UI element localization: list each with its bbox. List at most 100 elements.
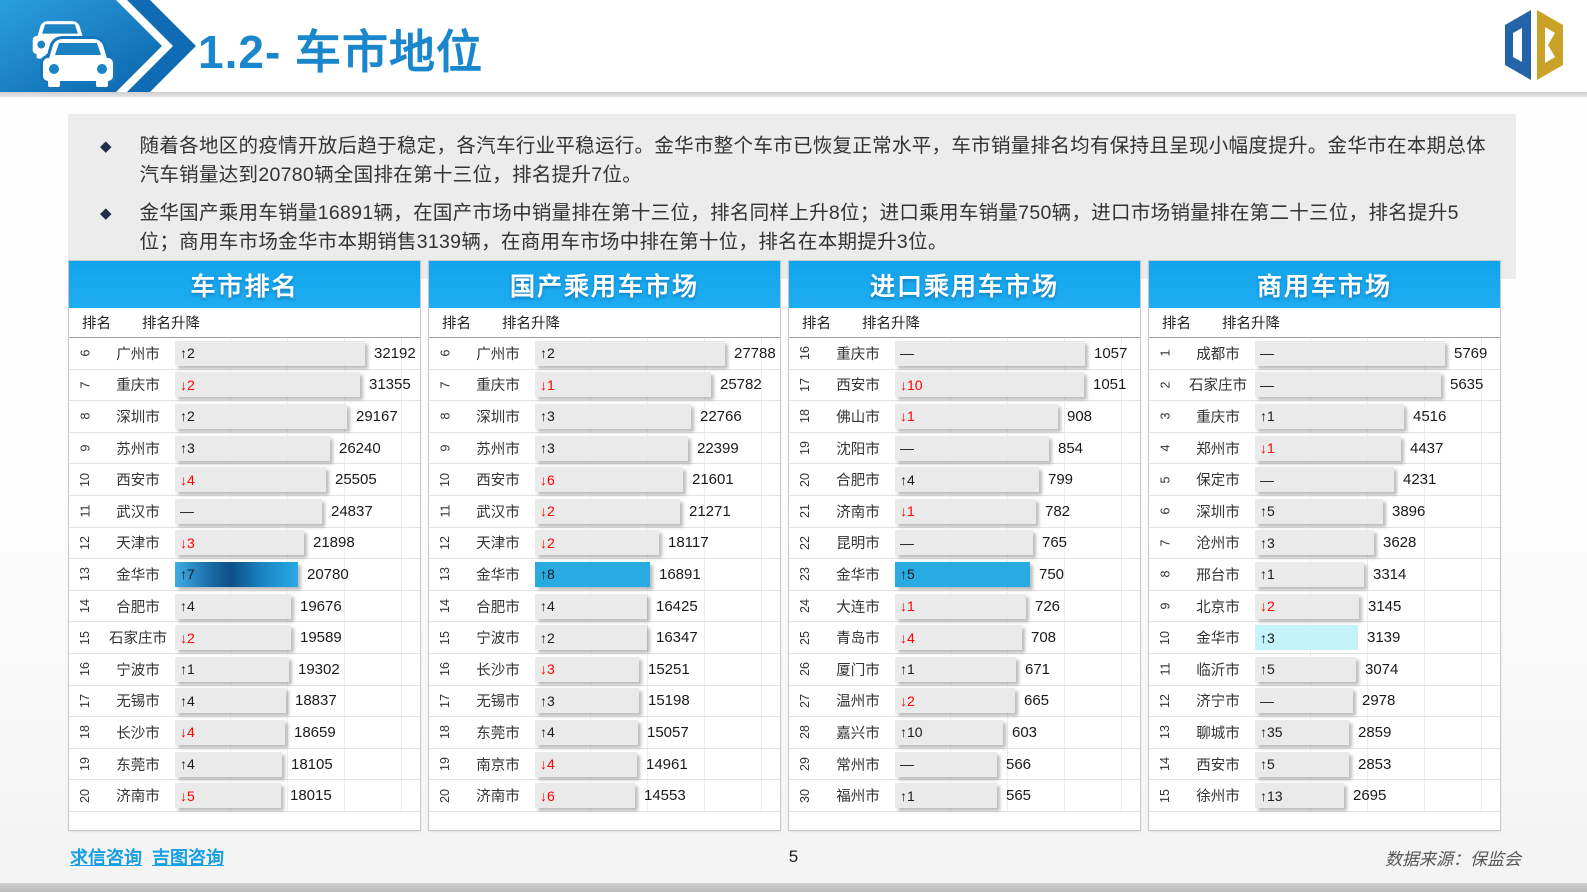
bar-zone: — 854 — [895, 432, 1140, 464]
table-row: 12 天津市 ↓2 18117 — [429, 527, 780, 560]
rank-change-badge: — — [1260, 376, 1274, 393]
summary-text: 金华国产乘用车销量16891辆，在国产市场中销量排在第十三位，排名同样上升8位；… — [139, 202, 1459, 253]
value-label: 14961 — [646, 755, 688, 773]
bar-zone: ↑5 750 — [895, 559, 1140, 590]
value-bar: ↓6 — [535, 467, 683, 493]
value-bar: — — [1255, 688, 1353, 714]
city-cell: 合肥市 — [836, 473, 880, 490]
city-cell: 北京市 — [1196, 599, 1240, 616]
rank-change-badge: ↑2 — [540, 345, 555, 362]
city-cell: 大连市 — [836, 599, 880, 616]
city-cell: 深圳市 — [1196, 504, 1240, 521]
table-row: 9 北京市 ↓2 3145 — [1149, 590, 1500, 623]
value-bar: ↑4 — [895, 467, 1039, 493]
value-label: 2859 — [1358, 723, 1392, 741]
rank-cell: 7 — [77, 381, 92, 389]
rank-change-badge: ↑3 — [180, 440, 195, 457]
rank-cell: 7 — [1157, 539, 1172, 547]
table-row: 26 厦门市 ↑1 671 — [789, 653, 1140, 686]
value-bar: — — [895, 530, 1033, 556]
bar-zone: ↓6 14553 — [535, 780, 780, 811]
col-header-change: 排名升降 — [1222, 316, 1280, 332]
value-bar-highlight: ↑3 — [1255, 625, 1358, 651]
rank-cell: 10 — [1158, 630, 1172, 645]
value-bar: ↑13 — [1255, 783, 1344, 809]
table-row: 24 大连市 ↓1 726 — [789, 590, 1140, 623]
table-row: 14 合肥市 ↑4 16425 — [429, 590, 780, 623]
value-bar: ↑3 — [535, 403, 691, 429]
rank-cell: 13 — [78, 567, 92, 582]
value-bar: ↓3 — [175, 530, 304, 556]
value-label: 18117 — [668, 534, 709, 552]
bar-zone: ↓2 31355 — [175, 369, 420, 401]
bar-zone: ↑1 671 — [895, 653, 1140, 685]
value-bar: ↓2 — [175, 372, 360, 398]
value-bar: ↓4 — [175, 467, 326, 493]
rank-change-badge: ↑7 — [180, 566, 195, 583]
city-cell: 苏州市 — [476, 441, 520, 458]
city-cell: 金华市 — [476, 567, 520, 584]
city-cell: 邢台市 — [1196, 567, 1240, 584]
value-label: 5635 — [1450, 376, 1484, 394]
value-bar: — — [175, 498, 322, 524]
table-row: 16 宁波市 ↑1 19302 — [69, 653, 420, 686]
rank-cell: 19 — [78, 757, 92, 771]
table-row: 13 聊城市 ↑35 2859 — [1149, 717, 1500, 749]
rank-cell: 15 — [78, 630, 92, 645]
rank-cell: 28 — [798, 725, 812, 740]
table-row: 20 济南市 ↓5 18015 — [69, 780, 420, 812]
table-row: 30 福州市 ↑1 565 — [789, 780, 1140, 812]
table-row: 9 苏州市 ↑3 22399 — [429, 432, 780, 465]
value-label: 18015 — [290, 787, 332, 805]
bar-zone: ↓3 21898 — [175, 527, 420, 559]
bar-zone: ↓5 18015 — [175, 780, 420, 811]
bar-zone: ↑1 19302 — [175, 653, 420, 685]
rank-cell: 11 — [77, 504, 92, 518]
rank-change-badge: ↑4 — [900, 471, 915, 488]
city-cell: 石家庄市 — [1189, 378, 1247, 395]
value-bar: ↓2 — [895, 688, 1015, 714]
table-row: 17 无锡市 ↑3 15198 — [429, 685, 780, 718]
rank-change-badge: ↑5 — [900, 566, 915, 583]
summary-bullet: ◆ 金华国产乘用车销量16891辆，在国产市场中销量排在第十三位，排名同样上升8… — [84, 199, 1490, 257]
value-label: 2978 — [1362, 692, 1396, 710]
rank-cell: 10 — [438, 472, 452, 487]
value-bar: ↓1 — [895, 498, 1036, 524]
table-imported-passenger: 进口乘用车市场 排名 排名升降 16 重庆市 — 1057 17 西安市 ↓10 1051 18… — [788, 260, 1141, 831]
city-cell: 常州市 — [836, 757, 880, 774]
value-label: 1057 — [1094, 344, 1128, 362]
table-row: 11 临沂市 ↑5 3074 — [1149, 653, 1500, 686]
rank-change-badge: ↑4 — [540, 598, 555, 615]
rank-cell: 19 — [438, 757, 452, 771]
value-bar: ↑3 — [535, 688, 639, 714]
rank-change-badge: ↑4 — [180, 692, 195, 709]
link-qiuxin-consulting[interactable]: 求信咨询 — [70, 848, 142, 868]
bar-zone: ↓1 908 — [895, 401, 1140, 432]
value-label: 22399 — [697, 439, 739, 457]
diamond-bullet-icon: ◆ — [100, 138, 112, 155]
city-cell: 西安市 — [836, 378, 880, 395]
rank-cell: 3 — [1157, 413, 1172, 420]
bar-zone: ↑2 27788 — [535, 338, 780, 369]
table-row: 17 无锡市 ↑4 18837 — [69, 685, 420, 718]
table-column-headers: 排名 排名升降 — [69, 308, 420, 338]
bar-zone: ↑4 18105 — [175, 748, 420, 780]
bar-zone: ↑3 3628 — [1255, 527, 1500, 559]
link-jitu-consulting[interactable]: 吉图咨询 — [152, 848, 224, 868]
value-label: 18659 — [294, 723, 336, 741]
value-label: 18105 — [291, 755, 333, 773]
col-header-rank: 排名 — [82, 316, 111, 332]
rank-cell: 6 — [437, 349, 452, 357]
value-label: 3314 — [1373, 565, 1407, 583]
city-cell: 深圳市 — [476, 409, 520, 426]
page-title: 1.2- 车市地位 — [198, 26, 484, 78]
table-row: 5 保定市 — 4231 — [1149, 464, 1500, 496]
value-label: 27788 — [734, 344, 776, 362]
bar-zone: — 1057 — [895, 338, 1140, 369]
rank-change-badge: ↓6 — [540, 471, 555, 488]
table-row: 28 嘉兴市 ↑10 603 — [789, 717, 1140, 749]
rank-change-badge: ↓3 — [180, 534, 195, 551]
rank-change-badge: — — [900, 756, 914, 773]
value-bar: ↓6 — [535, 783, 635, 809]
value-bar: ↓2 — [535, 530, 659, 556]
